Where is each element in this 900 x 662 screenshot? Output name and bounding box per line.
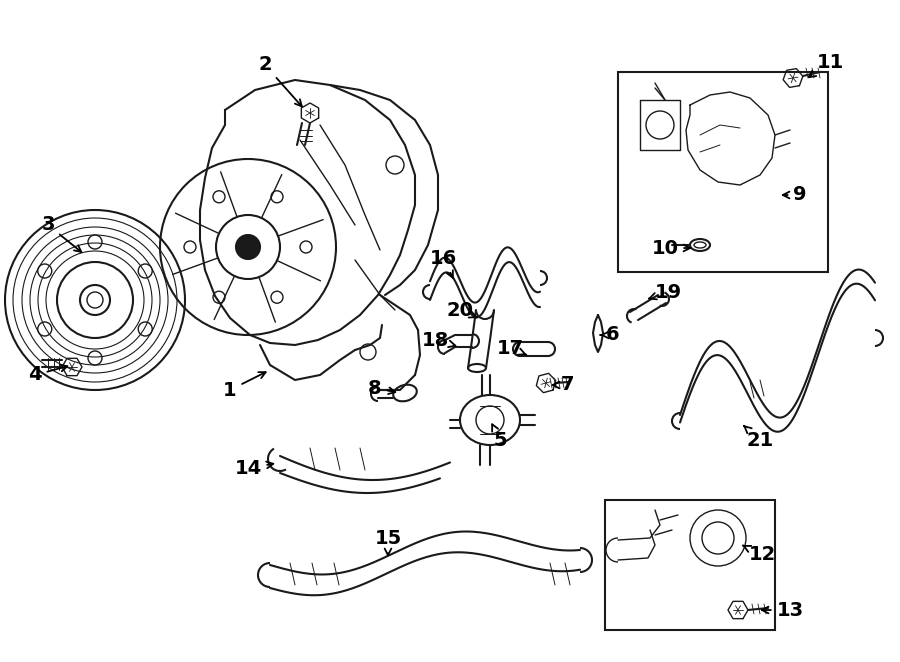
Text: 5: 5 — [492, 424, 507, 449]
Text: 2: 2 — [258, 56, 302, 107]
Text: 20: 20 — [446, 301, 477, 320]
Text: 21: 21 — [743, 426, 774, 449]
Text: 10: 10 — [652, 238, 690, 258]
Text: 9: 9 — [783, 185, 806, 205]
Text: 16: 16 — [429, 248, 456, 278]
Text: 6: 6 — [600, 326, 620, 344]
Text: 18: 18 — [421, 330, 455, 350]
Text: 7: 7 — [553, 375, 575, 395]
Text: 19: 19 — [649, 283, 681, 301]
Text: 8: 8 — [368, 379, 395, 397]
Circle shape — [236, 235, 260, 259]
Text: 3: 3 — [41, 216, 81, 252]
Text: 14: 14 — [234, 459, 274, 477]
Text: 17: 17 — [497, 338, 526, 357]
Text: 13: 13 — [761, 600, 804, 620]
Text: 4: 4 — [28, 365, 68, 385]
Text: 1: 1 — [223, 372, 266, 399]
Text: 11: 11 — [809, 52, 843, 77]
Bar — [605, 500, 775, 630]
Bar — [618, 72, 828, 272]
Text: 12: 12 — [742, 545, 776, 565]
Text: 15: 15 — [374, 528, 401, 555]
